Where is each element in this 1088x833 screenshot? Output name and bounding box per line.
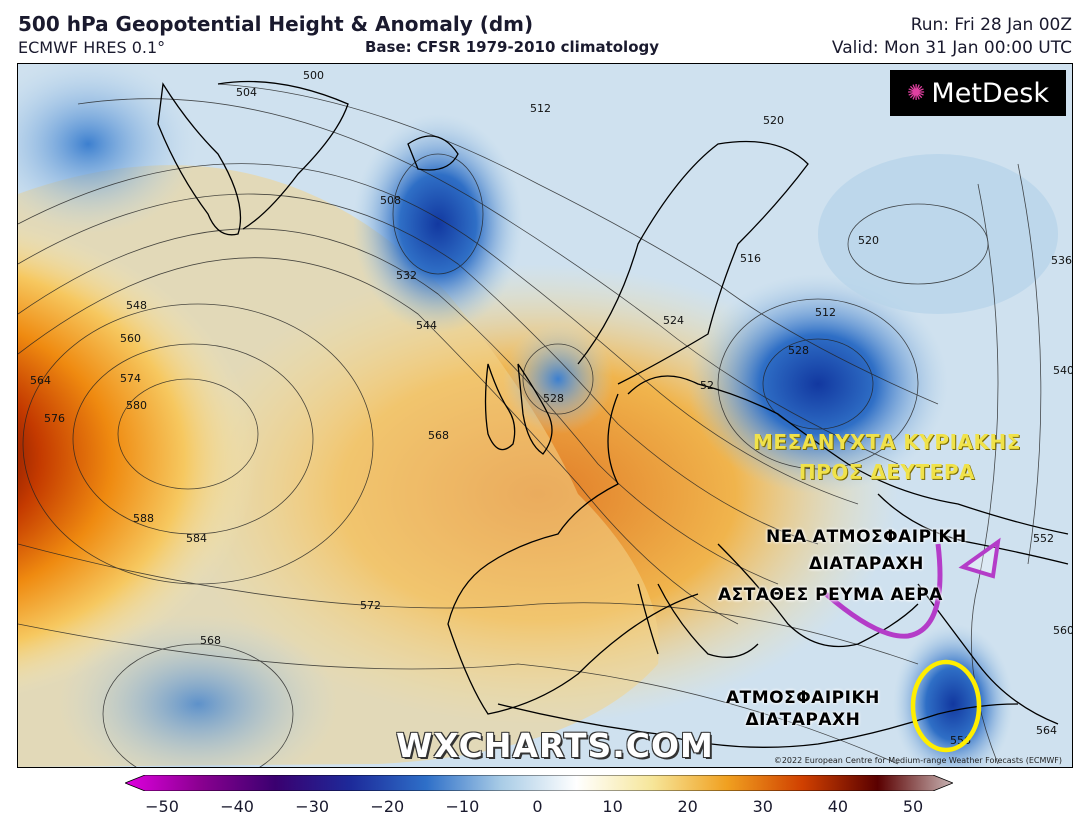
contour-label: 552 — [1033, 532, 1054, 545]
contour-label: 584 — [186, 532, 207, 545]
annotation-new-disturbance-line1: ΝΕΑ ΑΤΜΟΣΦΑΙΡΙΚΗ — [766, 527, 967, 547]
colorbar-tick-label: 0 — [532, 797, 543, 816]
contour-label: 548 — [126, 299, 147, 312]
climatology-base-label: Base: CFSR 1979-2010 climatology — [365, 38, 660, 56]
metdesk-flower-icon: ✺ — [906, 80, 926, 106]
logo-text: MetDesk — [931, 77, 1050, 109]
contour-label: 544 — [416, 319, 437, 332]
map-canvas: 500 504 512 508 532 544 548 560 564 576 … — [18, 64, 1072, 767]
metdesk-logo: ✺ MetDesk — [890, 70, 1066, 116]
contour-label: 568 — [428, 429, 449, 442]
contour-label: 536 — [1051, 254, 1072, 267]
annotation-timing-line1: ΜΕΣΑΝΥΧΤΑ ΚΥΡΙΑΚΗΣ — [753, 430, 1021, 454]
contour-label: 574 — [120, 372, 141, 385]
wxcharts-watermark: WXCHARTS.COM — [396, 726, 714, 765]
annotation-unstable-flow: ΑΣΤΑΘΕΣ ΡΕΥΜΑ ΑΕΡΑ — [718, 585, 943, 605]
contour-label: 52 — [700, 379, 714, 392]
annotation-disturbance-line2: ΔΙΑΤΑΡΑΧΗ — [745, 710, 861, 730]
anomaly-map: 500 504 512 508 532 544 548 560 564 576 … — [17, 63, 1073, 768]
contour-label: 528 — [788, 344, 809, 357]
contour-label: 512 — [815, 306, 836, 319]
contour-label: 560 — [1053, 624, 1072, 637]
anomaly-colorbar — [125, 775, 953, 791]
colorbar-tick-label: 20 — [677, 797, 698, 816]
disturbance-arrow-head — [958, 537, 1001, 579]
contour-label: 572 — [360, 599, 381, 612]
contour-label: 508 — [380, 194, 401, 207]
disturbance-circle — [910, 659, 982, 753]
colorbar-tick-label: 50 — [902, 797, 924, 816]
annotation-disturbance-line1: ΑΤΜΟΣΦΑΙΡΙΚΗ — [726, 688, 880, 708]
annotation-new-disturbance: ΝΕΑ ΑΤΜΟΣΦΑΙΡΙΚΗ ΔΙΑΤΑΡΑΧΗ — [766, 524, 967, 578]
annotation-new-disturbance-line2: ΔΙΑΤΑΡΑΧΗ — [808, 554, 924, 574]
colorbar-tick-label: 40 — [827, 797, 849, 816]
colorbar-tick-label: −30 — [295, 797, 330, 816]
colorbar-tick-label: 10 — [602, 797, 623, 816]
contour-label: 516 — [740, 252, 761, 265]
unstable-flow-arrow-path — [824, 543, 943, 639]
copyright-notice: ©2022 European Centre for Medium-range W… — [773, 756, 1062, 765]
colorbar-tick-label: −20 — [370, 797, 405, 816]
contour-label: 576 — [44, 412, 65, 425]
annotation-disturbance: ΑΤΜΟΣΦΑΙΡΙΚΗ ΔΙΑΤΑΡΑΧΗ — [726, 687, 880, 731]
chart-title: 500 hPa Geopotential Height & Anomaly (d… — [18, 12, 534, 36]
contour-label: 564 — [30, 374, 51, 387]
contour-label: 540 — [1053, 364, 1072, 377]
colorbar-tick-label: −10 — [445, 797, 480, 816]
contour-label-layer: 500 504 512 508 532 544 548 560 564 576 … — [30, 69, 1072, 747]
contour-label: 520 — [858, 234, 879, 247]
contour-label: 560 — [120, 332, 141, 345]
colorbar-tick-label: 30 — [752, 797, 773, 816]
model-label: ECMWF HRES 0.1° — [18, 38, 166, 57]
contour-label: 504 — [236, 86, 257, 99]
colorbar-tick-label: −40 — [220, 797, 254, 816]
annotation-timing: ΜΕΣΑΝΥΧΤΑ ΚΥΡΙΑΚΗΣ ΠΡΟΣ ΔΕΥΤΕΡΑ — [753, 427, 1021, 487]
colorbar-tick-label: −50 — [145, 797, 179, 816]
contour-label: 580 — [126, 399, 147, 412]
height-contours — [18, 83, 1042, 767]
contour-label: 520 — [763, 114, 784, 127]
valid-time-label: Valid: Mon 31 Jan 00:00 UTC — [831, 38, 1072, 58]
contour-label: 512 — [530, 102, 551, 115]
contour-label: 532 — [396, 269, 417, 282]
contour-label: 500 — [303, 69, 324, 82]
contour-label: 564 — [1036, 724, 1057, 737]
annotation-timing-line2: ΠΡΟΣ ΔΕΥΤΕΡΑ — [798, 460, 975, 484]
contour-label: 588 — [133, 512, 154, 525]
contour-label: 524 — [663, 314, 684, 327]
run-time-label: Run: Fri 28 Jan 00Z — [910, 15, 1072, 35]
contour-label: 528 — [543, 392, 564, 405]
contour-label: 568 — [200, 634, 221, 647]
